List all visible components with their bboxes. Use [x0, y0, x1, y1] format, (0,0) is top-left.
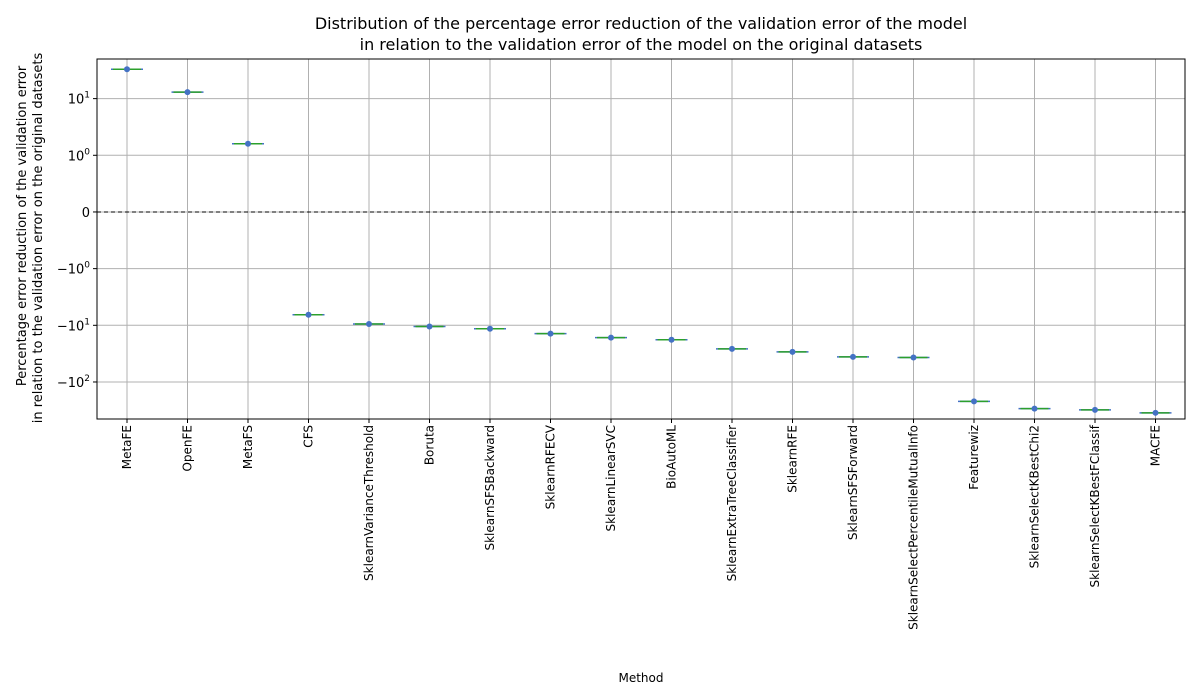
x-tick-label: SklearnSFSBackward [483, 425, 497, 551]
x-tick-label: MetaFE [120, 425, 134, 469]
data-point [729, 345, 735, 352]
data-point [971, 398, 977, 405]
data-point [184, 89, 191, 96]
data-point [789, 348, 796, 355]
x-axis-label: Method [618, 671, 663, 685]
chart-title-line-1: Distribution of the percentage error red… [315, 14, 967, 33]
data-point [305, 311, 312, 318]
chart-title-line-2: in relation to the validation error of t… [360, 35, 923, 54]
y-tick-label: 0 [82, 206, 90, 221]
data-point [547, 330, 554, 337]
x-tick-label: Featurewiz [967, 425, 981, 490]
box-marks [111, 66, 1172, 416]
data-point [124, 66, 130, 73]
x-tick-label: SklearnSelectKBestChi2 [1028, 425, 1042, 568]
data-point [426, 323, 433, 330]
plot-frame [96, 58, 1186, 420]
x-tick-label: SklearnSelectKBestFClassif [1088, 424, 1102, 587]
y-tick-label: 100 [68, 147, 91, 164]
x-tick-label: MetaFS [241, 425, 255, 469]
grid [97, 59, 1185, 419]
y-tick-label: −101 [57, 317, 90, 334]
x-axis-ticks: MetaFE OpenFE MetaFS CFS SklearnVarianceThre… [120, 419, 1163, 630]
y-tick-label: −102 [57, 374, 90, 391]
y-tick-label: 101 [68, 91, 90, 108]
y-axis-ticks: 101 100 0 −100 −101 −102 [57, 91, 97, 391]
x-tick-label: SklearnExtraTreeClassifier [725, 425, 739, 581]
y-axis-label-line-1: Percentage error reduction of the valida… [15, 65, 30, 386]
x-tick-label: OpenFE [181, 425, 195, 472]
x-tick-label: SklearnSelectPercentileMutualInfo [907, 425, 921, 630]
data-point [1152, 409, 1159, 416]
y-tick-label: −100 [57, 261, 90, 278]
x-tick-label: SklearnRFE [786, 425, 800, 493]
data-point [1092, 406, 1098, 413]
x-tick-label: SklearnVarianceThreshold [362, 425, 376, 581]
x-tick-label: Boruta [423, 425, 437, 465]
data-point [850, 353, 856, 360]
data-point [668, 336, 675, 343]
x-tick-label: SklearnRFECV [544, 424, 558, 509]
data-point [487, 325, 493, 332]
data-point [1031, 405, 1038, 412]
x-tick-label: CFS [302, 425, 316, 448]
data-point [608, 334, 614, 341]
x-tick-label: MACFE [1149, 425, 1163, 466]
y-axis-label-line-2: in relation to the validation error on t… [31, 53, 46, 424]
x-tick-label: BioAutoML [665, 425, 679, 489]
data-point [910, 354, 917, 361]
x-tick-label: SklearnLinearSVC [604, 425, 618, 531]
x-tick-label: SklearnSFSForward [846, 425, 860, 540]
data-point [245, 140, 251, 147]
data-point [366, 321, 372, 328]
